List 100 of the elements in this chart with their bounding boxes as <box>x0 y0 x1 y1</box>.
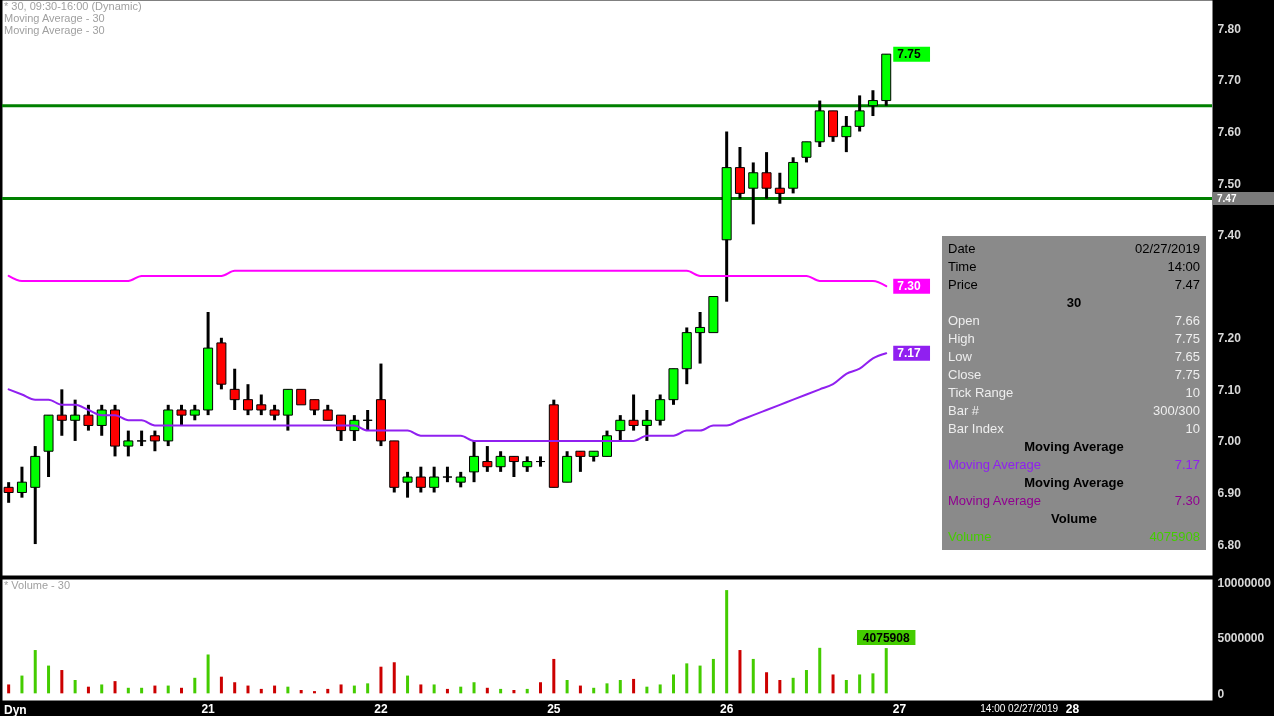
bar <box>299 690 303 694</box>
candlestick <box>854 95 865 132</box>
candlestick <box>70 399 81 441</box>
bar <box>858 674 862 694</box>
bar <box>392 662 396 694</box>
category-label: Moving Average <box>948 493 1041 508</box>
text: 14:00 <box>1167 259 1200 274</box>
candlestick <box>602 430 612 457</box>
text: 300/300 <box>1153 403 1200 418</box>
bar <box>618 680 622 694</box>
bar <box>685 663 689 694</box>
text: 7.30 <box>1174 493 1200 508</box>
text: 02/27/2019 <box>1134 241 1200 256</box>
y-tick-label: 7.50 <box>1217 176 1242 191</box>
candlestick <box>641 409 652 441</box>
candlestick <box>801 140 812 163</box>
y-tick-label: 7.10 <box>1217 382 1242 397</box>
bar <box>738 650 742 694</box>
bar <box>791 677 795 694</box>
candlestick <box>867 90 878 118</box>
data-label: 7.30 <box>897 279 921 294</box>
candlestick <box>415 466 426 493</box>
category-label: Close <box>948 367 982 382</box>
candlestick <box>176 403 187 426</box>
bar <box>352 685 356 694</box>
bar <box>765 672 769 694</box>
candlestick <box>83 403 94 431</box>
annotation: Moving Average - 30 <box>4 24 105 36</box>
bar <box>525 688 529 694</box>
candlestick <box>774 171 785 204</box>
x-tick-label: 14:00 02/27/2019 <box>980 702 1059 714</box>
bar <box>445 688 449 694</box>
bar <box>153 685 157 694</box>
candlestick <box>841 116 852 154</box>
bar <box>512 690 516 694</box>
y-tick-label: 10000000 <box>1217 575 1272 590</box>
text: Dyn <box>4 703 27 717</box>
bar <box>33 650 37 694</box>
candlestick <box>615 415 626 441</box>
bar <box>499 688 503 694</box>
y-tick-label: 7.20 <box>1217 331 1242 346</box>
bar <box>7 684 11 694</box>
y-tick-label: 7.60 <box>1217 125 1242 139</box>
candlestick <box>56 389 67 436</box>
bar <box>711 658 715 694</box>
x-tick-label: 28 <box>1065 701 1080 716</box>
bar <box>578 685 582 694</box>
candlestick <box>16 466 27 498</box>
bar <box>273 685 277 694</box>
text: 10 <box>1185 385 1200 400</box>
category-label: Price <box>948 277 978 292</box>
bar <box>246 685 250 694</box>
category-label: Moving Average <box>1024 475 1124 490</box>
category-label: Time <box>948 259 977 274</box>
category-label: Tick Range <box>948 385 1014 400</box>
candlestick <box>508 455 519 478</box>
bar <box>379 666 383 694</box>
category-label: Volume <box>948 529 992 544</box>
bar <box>658 684 662 694</box>
bar <box>698 665 702 694</box>
bar <box>113 681 117 694</box>
data-label: 4075908 <box>862 630 910 645</box>
candlestick <box>242 384 253 417</box>
candlestick <box>695 312 706 364</box>
candlestick <box>761 152 772 199</box>
candlestick <box>628 394 639 431</box>
bar <box>193 677 197 694</box>
category-label: Moving Average <box>948 457 1041 472</box>
text: 10 <box>1185 421 1200 436</box>
candlestick <box>708 296 719 334</box>
bar <box>671 674 675 694</box>
bar <box>286 686 290 694</box>
bar <box>831 674 835 694</box>
bar <box>632 678 636 694</box>
candlestick <box>495 451 506 472</box>
y-tick-label: 7.40 <box>1217 228 1242 243</box>
x-tick-label: 25 <box>547 701 561 716</box>
candlestick <box>296 388 307 406</box>
candlestick <box>469 440 480 484</box>
bar <box>605 683 609 694</box>
text: 7.66 <box>1174 313 1200 328</box>
candlestick <box>575 450 586 472</box>
bar <box>406 675 410 694</box>
bar <box>219 676 223 694</box>
y-tick-label: 7.70 <box>1217 73 1242 88</box>
y-tick-label: 7.00 <box>1217 434 1242 449</box>
category-label: Bar Index <box>948 421 1005 436</box>
bar <box>844 680 848 694</box>
bar <box>751 658 755 694</box>
category-label: High <box>948 331 975 346</box>
y-tick-label: 7.80 <box>1217 21 1242 36</box>
text: 7.75 <box>897 47 921 62</box>
bar <box>778 680 782 694</box>
bar <box>100 684 104 694</box>
bar <box>86 686 90 694</box>
candlestick <box>402 470 413 498</box>
bar <box>73 680 77 694</box>
y-tick-label: 0 <box>1217 686 1225 701</box>
bar <box>419 684 423 694</box>
candlestick <box>482 446 493 472</box>
